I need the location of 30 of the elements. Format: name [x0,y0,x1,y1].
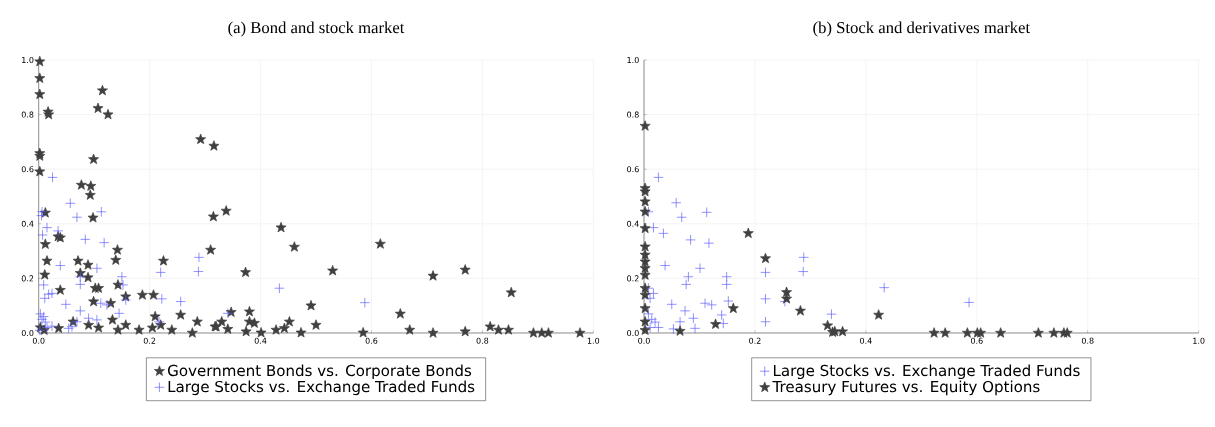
x-tick-label: 0.8 [1081,337,1094,344]
chart-title: (b) Stock and derivatives market [813,21,1031,37]
y-tick-label: 0.0 [627,329,639,336]
x-tick-label: 0.4 [860,337,872,344]
legend-label: Large Stocks vs. Exchange Traded Funds [773,364,1080,380]
x-tick-label: 0.4 [254,337,267,344]
x-tick-label: 1.0 [587,337,600,344]
y-tick-label: 1.0 [22,56,34,64]
legend-label: Large Stocks vs. Exchange Traded Funds [168,380,475,396]
y-tick-label: 0.6 [627,166,639,173]
y-tick-label: 0.8 [627,111,639,118]
legend-label: Treasury Futures vs. Equity Options [772,380,1040,396]
x-tick-label: 0.6 [970,337,983,344]
y-tick-label: 0.4 [627,220,639,227]
legend-label: Government Bonds vs. Corporate Bonds [168,364,472,380]
x-tick-label: 0.6 [365,337,378,344]
y-tick-label: 0.0 [21,329,34,336]
x-tick-label: 1.0 [1193,337,1205,344]
x-tick-label: 0.0 [32,337,45,344]
x-tick-label: 0.2 [143,337,156,344]
y-tick-label: 0.8 [21,111,34,118]
x-tick-label: 0.0 [638,337,650,344]
y-tick-label: 0.2 [21,275,34,282]
y-tick-label: 0.2 [627,275,639,282]
y-tick-label: 0.4 [21,220,34,227]
x-tick-label: 0.2 [749,337,761,344]
y-tick-label: 0.6 [21,166,34,173]
chart-title: (a) Bond and stock market [228,21,405,37]
y-tick-label: 1.0 [627,56,639,64]
x-tick-label: 0.8 [476,337,489,344]
